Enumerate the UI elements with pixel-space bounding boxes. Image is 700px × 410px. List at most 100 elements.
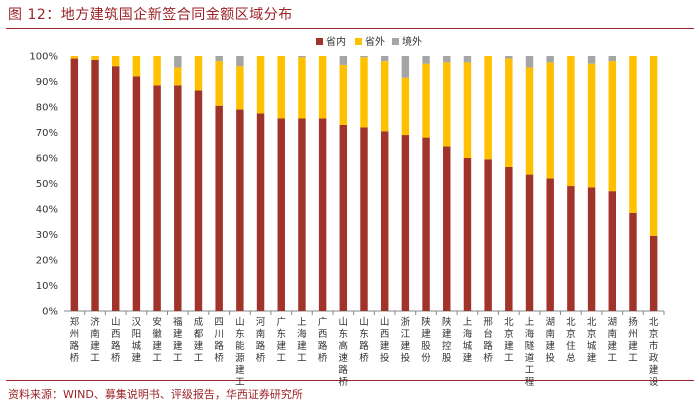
x-tick-label: 扬州建工: [628, 316, 638, 364]
x-tick-label: 广西路桥: [318, 316, 328, 364]
x-tick-label: 河南路桥: [256, 316, 266, 364]
y-tick-label: 20%: [36, 256, 58, 267]
bar-segment-outside: [505, 58, 513, 167]
y-tick-label: 30%: [36, 230, 58, 241]
bar-segment-outside: [546, 62, 554, 179]
bar-segment-overseas: [236, 56, 244, 67]
x-tick-label: 陕建控股: [442, 316, 452, 364]
x-tick-label: 北京建工: [504, 317, 514, 364]
x-tick-label: 上海城建: [463, 317, 473, 364]
bar-segment-outside: [91, 56, 99, 60]
bar-segment-domestic: [153, 85, 161, 311]
bar-segment-domestic: [339, 124, 348, 311]
bar-segment-domestic: [463, 158, 472, 311]
bar-segment-outside: [215, 61, 223, 106]
bar-segment-domestic: [112, 66, 120, 311]
bar-segment-outside: [174, 67, 182, 86]
bar-segment-overseas: [525, 56, 534, 68]
bar-segment-domestic: [174, 85, 182, 311]
bar-segment-outside: [339, 64, 348, 125]
bar-segment-outside: [153, 56, 161, 86]
bar-segment-overseas: [174, 56, 182, 68]
bar-segment-overseas: [505, 56, 513, 59]
x-tick-label: 北京住总: [566, 317, 576, 364]
legend-swatch: [355, 38, 362, 45]
bar-segment-domestic: [546, 178, 554, 311]
bar-segment-overseas: [339, 56, 348, 65]
bar-segment-domestic: [649, 235, 658, 311]
x-tick-label: 山东能源建工: [235, 317, 245, 388]
bar-segment-outside: [132, 56, 141, 77]
bar-segment-overseas: [443, 56, 451, 63]
x-tick-label: 邢台路桥: [483, 317, 493, 364]
x-tick-label: 浙江建投: [401, 316, 411, 364]
bars: [70, 56, 658, 312]
bar-segment-overseas: [360, 56, 368, 58]
bar-segment-domestic: [236, 109, 244, 311]
bar-segment-overseas: [215, 56, 223, 62]
y-tick-label: 0%: [42, 307, 58, 318]
bar-segment-domestic: [608, 191, 616, 311]
bar-segment-outside: [567, 56, 575, 187]
bar-segment-domestic: [91, 59, 99, 312]
y-tick-label: 100%: [29, 52, 58, 63]
bar-segment-domestic: [401, 135, 410, 311]
x-tick-label: 北京城建: [587, 317, 597, 364]
y-tick-label: 60%: [36, 154, 58, 165]
y-tick-label: 90%: [36, 77, 58, 88]
bar-segment-domestic: [256, 113, 265, 311]
bar-segment-domestic: [525, 174, 534, 311]
bar-segment-domestic: [132, 76, 141, 312]
x-tick-label: 山东高速路桥: [339, 317, 349, 388]
y-tick-label: 80%: [36, 103, 58, 114]
bar-segment-domestic: [422, 137, 430, 311]
bar-segment-domestic: [505, 166, 513, 311]
bar-segment-outside: [608, 61, 616, 192]
bar-segment-outside: [318, 56, 327, 119]
legend-swatch: [392, 38, 399, 45]
bar-segment-outside: [463, 62, 472, 158]
bar-segment-overseas: [401, 56, 410, 78]
bar-segment-outside: [112, 56, 120, 67]
bar-segment-outside: [649, 56, 658, 236]
bar-segment-outside: [525, 67, 534, 175]
bar-segment-domestic: [567, 186, 575, 311]
bar-segment-domestic: [360, 127, 368, 312]
x-tick-label: 山西建投: [380, 317, 390, 364]
legend-label: 省外: [365, 35, 385, 48]
legend-label: 境外: [402, 35, 422, 48]
bar-segment-domestic: [298, 118, 306, 311]
bar-segment-outside: [236, 66, 244, 110]
bar-segment-domestic: [70, 58, 79, 311]
bar-segment-outside: [380, 61, 389, 132]
bar-segment-domestic: [380, 131, 389, 311]
x-tick-label: 湖南建工: [608, 317, 618, 364]
x-tick-label: 湖南建投: [545, 317, 555, 364]
bar-segment-overseas: [608, 56, 616, 62]
x-tick-label: 山东路桥: [359, 317, 369, 364]
x-tick-label: 福建建工: [173, 316, 183, 364]
bar-segment-overseas: [380, 56, 389, 62]
bar-segment-domestic: [443, 146, 451, 311]
x-tick-label: 北京市政建设: [649, 317, 659, 388]
bar-segment-outside: [422, 63, 430, 138]
bar-segment-outside: [443, 62, 451, 147]
y-tick-label: 70%: [36, 128, 58, 139]
bar-segment-outside: [401, 77, 410, 136]
bar-segment-outside: [256, 56, 265, 114]
bar-segment-outside: [298, 57, 306, 119]
figure-title: 图 12：地方建筑国企新签合同金额区域分布: [8, 7, 293, 23]
bar-segment-domestic: [277, 118, 285, 311]
bar-segment-overseas: [298, 56, 306, 58]
bar-segment-outside: [587, 63, 596, 188]
title-divider: [6, 28, 694, 29]
bar-segment-domestic: [629, 212, 637, 311]
legend-label: 省内: [326, 35, 346, 48]
y-tick-label: 50%: [36, 179, 58, 190]
bar-segment-domestic: [318, 118, 327, 311]
x-tick-label: 广东建工: [276, 316, 286, 364]
x-tick-label: 成都建工: [194, 316, 204, 364]
bar-segment-outside: [194, 56, 203, 91]
